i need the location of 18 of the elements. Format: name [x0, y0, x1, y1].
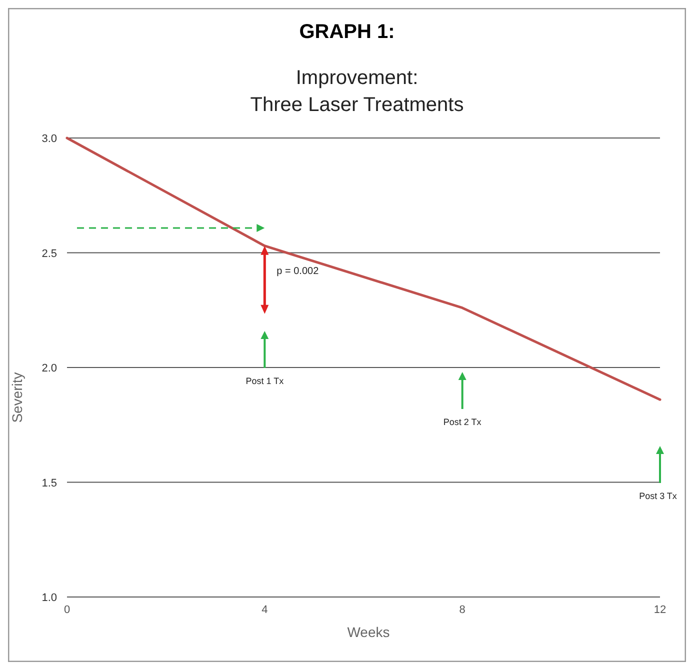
x-tick-label: 4 [262, 604, 268, 616]
x-tick-label: 12 [654, 604, 666, 616]
chart-title: GRAPH 1: [299, 21, 395, 43]
annotation: p = 0.002 [276, 266, 320, 277]
y-tick-label: 1.5 [42, 477, 57, 490]
line-series [66, 136, 662, 401]
y-tick-label: 2.0 [42, 362, 57, 374]
annotation: Post 1 Tx [246, 376, 284, 386]
y-tick-label: 1.0 [42, 592, 57, 604]
annotation: Post 3 Tx [639, 491, 678, 501]
x-tick-label: 8 [459, 604, 466, 616]
x-tick-label: 0 [64, 604, 70, 616]
annotation: Post 2 Tx [443, 417, 482, 427]
y-axis-title: Severity [9, 372, 25, 423]
y-tick-label: 3.0 [42, 133, 57, 145]
x-axis-title: Weeks [347, 624, 390, 640]
chart-subtitle: Improvement: Three Laser Treatments [250, 67, 464, 116]
y-tick-label: 2.5 [42, 248, 57, 260]
